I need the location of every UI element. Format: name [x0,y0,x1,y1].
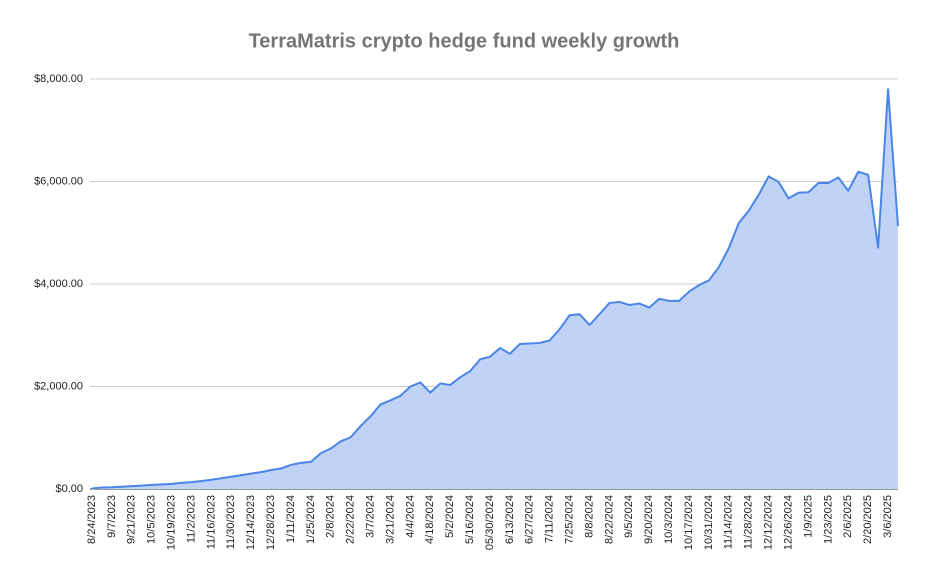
x-tick-label: 5/2/2024 [444,495,456,538]
x-tick-label: 4/4/2024 [404,495,416,538]
x-tick-label: 9/21/2023 [126,495,138,544]
x-tick-label: 11/14/2024 [723,495,735,549]
x-tick-label: 10/17/2024 [683,495,695,550]
area-line [91,88,899,490]
x-tick-label: 2/20/2025 [862,495,874,544]
y-tick-label: $6,000.00 [34,175,83,187]
x-tick-label: 3/7/2024 [365,495,377,538]
x-tick-label: 10/31/2024 [703,495,715,550]
chart-title: TerraMatris crypto hedge fund weekly gro… [249,30,680,52]
x-tick-label: 11/28/2024 [743,495,755,549]
x-tick-label: 11/2/2023 [185,495,197,543]
x-tick-label: 12/14/2023 [245,495,257,550]
y-tick-label: $2,000.00 [34,380,83,392]
x-tick-label: 05/30/2024 [484,495,496,550]
x-tick-label: 1/23/2025 [822,495,834,544]
x-tick-label: 12/28/2023 [265,495,277,550]
y-tick-label: $4,000.00 [34,278,83,290]
x-tick-label: 3/21/2024 [384,495,396,544]
x-tick-label: 6/27/2024 [524,495,536,544]
y-tick-label: $0.00 [55,483,83,495]
x-tick-label: 7/25/2024 [564,495,576,544]
x-tick-label: 10/19/2023 [166,495,178,550]
x-tick-label: 8/8/2024 [583,495,595,538]
x-tick-label: 1/9/2025 [802,495,814,538]
x-tick-label: 5/16/2024 [464,495,476,544]
x-tick-label: 10/3/2024 [663,495,675,544]
x-tick-label: 6/13/2024 [504,495,516,544]
area-fill [92,89,898,489]
x-tick-label: 9/5/2024 [623,495,635,538]
x-tick-label: 9/20/2024 [643,495,655,544]
x-tick-label: 2/22/2024 [345,495,357,544]
x-tick-label: 11/30/2023 [225,495,237,549]
x-tick-label: 11/16/2023 [205,495,217,549]
y-tick-label: $8,000.00 [34,73,83,85]
x-tick-label: 1/25/2024 [305,495,317,544]
x-tick-label: 10/5/2023 [146,495,158,544]
x-tick-label: 4/18/2024 [424,495,436,544]
x-tick-label: 12/26/2024 [782,495,794,550]
x-tick-label: 12/12/2024 [763,495,775,550]
x-tick-label: 9/7/2023 [106,495,118,538]
x-tick-label: 8/24/2023 [86,495,98,544]
x-tick-label: 3/6/2025 [882,495,894,538]
x-tick-label: 7/11/2024 [544,495,556,543]
x-tick-label: 2/6/2025 [842,495,854,538]
x-tick-label: 2/8/2024 [325,495,337,538]
x-tick-label: 1/11/2024 [285,495,297,543]
x-tick-label: 8/22/2024 [603,495,615,544]
